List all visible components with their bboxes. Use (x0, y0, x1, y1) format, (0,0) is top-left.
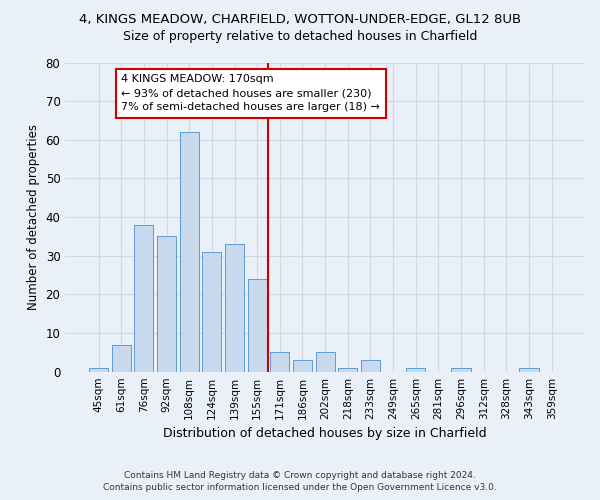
Bar (202, 252, 221, 372)
Bar (361, 360, 380, 372)
Bar (89, 368, 108, 372)
Bar (179, 132, 199, 372)
Bar (406, 368, 425, 372)
Bar (248, 279, 267, 372)
Text: Contains HM Land Registry data © Crown copyright and database right 2024.
Contai: Contains HM Land Registry data © Crown c… (103, 471, 497, 492)
Bar (293, 360, 312, 372)
Text: Size of property relative to detached houses in Charfield: Size of property relative to detached ho… (123, 30, 477, 43)
Bar (270, 352, 289, 372)
X-axis label: Distribution of detached houses by size in Charfield: Distribution of detached houses by size … (163, 427, 487, 440)
Bar (520, 368, 539, 372)
Text: 4 KINGS MEADOW: 170sqm
← 93% of detached houses are smaller (230)
7% of semi-det: 4 KINGS MEADOW: 170sqm ← 93% of detached… (121, 74, 380, 112)
Text: 4, KINGS MEADOW, CHARFIELD, WOTTON-UNDER-EDGE, GL12 8UB: 4, KINGS MEADOW, CHARFIELD, WOTTON-UNDER… (79, 12, 521, 26)
Bar (451, 368, 471, 372)
Bar (225, 244, 244, 372)
Bar (316, 352, 335, 372)
Y-axis label: Number of detached properties: Number of detached properties (27, 124, 40, 310)
Bar (338, 368, 358, 372)
Bar (112, 344, 131, 372)
Bar (134, 225, 154, 372)
Bar (157, 236, 176, 372)
